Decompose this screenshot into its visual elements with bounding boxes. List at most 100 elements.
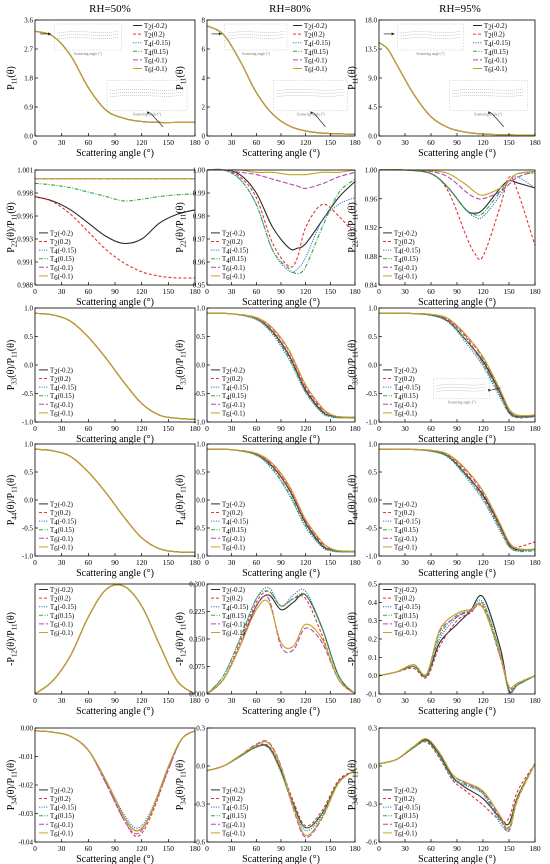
legend-entry-5: T6(-0.1) (144, 57, 167, 66)
chart-panel-r1-c0: 0 30 60 90 120 150 180 Scattering angle (°) 0.98… (6, 167, 201, 309)
series-group (206, 448, 356, 553)
y-tick-label: 0.97 (193, 236, 206, 244)
inset-curve (452, 88, 525, 92)
plot-frame (206, 19, 356, 137)
series-line-4 (378, 448, 536, 553)
inset-x-label: Scattering angle (°) (416, 52, 445, 56)
x-tick-label: 90 (277, 138, 285, 147)
series-line-4 (378, 740, 536, 829)
y-tick-label: 0.98 (193, 213, 206, 221)
x-tick-label: 90 (111, 696, 119, 705)
series-line-3 (378, 42, 536, 136)
y-tick-label: 1.0 (368, 305, 377, 313)
x-tick-label: 150 (163, 287, 175, 296)
legend-entry-5: T6(-0.1) (50, 265, 73, 274)
chart-panel-r3-c1: 0 30 60 90 120 150 180 Scattering angle (°) -1.0… (175, 441, 361, 580)
x-axis-label: Scattering angle (°) (418, 434, 496, 445)
y-tick-label: 0.4 (368, 599, 377, 607)
y-tick-label: 0.0 (24, 497, 33, 505)
series-line-6 (378, 448, 536, 550)
x-tick-label: 90 (453, 424, 461, 433)
legend: T2(-0.2)T2(0.2)T4(-0.15)T4(0.15)T6(-0.1)… (211, 230, 248, 282)
y-tick-label: 0.0 (24, 362, 33, 370)
legend-entry-3: T4(-0.15) (484, 40, 510, 49)
x-tick-label: 150 (163, 696, 175, 705)
y-tick-label: 0.96 (193, 259, 206, 267)
y-tick-label: 8 (202, 17, 206, 25)
inset-curve (400, 30, 461, 34)
inset-pointer-arrow (149, 112, 164, 127)
inset-frame (224, 23, 288, 51)
x-axis-label: Scattering angle (°) (418, 706, 496, 717)
x-tick-label: 120 (477, 424, 489, 433)
series-line-1 (378, 169, 536, 214)
series-group (378, 448, 536, 553)
series-group (206, 740, 356, 838)
x-tick-label: 30 (401, 424, 409, 433)
x-tick-label: 30 (228, 287, 236, 296)
inset-pointer-arrow (491, 112, 505, 127)
x-tick-label: 60 (253, 424, 261, 433)
x-axis-label: Scattering angle (°) (418, 148, 496, 159)
y-tick-label: 0.3 (196, 725, 205, 733)
legend-entry-5: T6(-0.1) (222, 402, 245, 411)
legend-entry-6: T6(-0.1) (304, 66, 327, 75)
series-line-2 (378, 603, 536, 691)
legend-entry-4: T4(0.15) (222, 813, 246, 822)
x-tick-label: 150 (163, 424, 175, 433)
legend-entry-2: T2(0.2) (222, 376, 243, 385)
series-group (206, 25, 356, 135)
legend-entry-3: T4(-0.15) (222, 604, 248, 613)
legend-entry-6: T6(-0.1) (50, 273, 73, 282)
series-line-2 (378, 741, 536, 823)
y-tick-label: 0.0 (368, 763, 377, 771)
inset-x-label: Scattering angle (°) (474, 112, 503, 116)
series-line-4 (378, 601, 536, 693)
x-tick-label: 60 (85, 424, 93, 433)
y-tick-label: 1.0 (196, 305, 205, 313)
chart-panel-r5-c0: 0 30 60 90 120 150 180 Scattering angle (°) -0.0… (6, 725, 201, 864)
y-tick-label: -0.03 (18, 810, 33, 818)
y-tick-label: 0.88 (365, 253, 378, 261)
x-tick-label: 180 (349, 138, 361, 147)
y-tick-label: -1.0 (366, 419, 378, 427)
y-tick-label: 2.7 (24, 46, 33, 54)
series-line-1 (34, 30, 195, 124)
x-tick-label: 0 (205, 138, 209, 147)
x-tick-label: 150 (503, 287, 515, 296)
legend-entry-2: T2(0.2) (50, 796, 71, 805)
inset-curve (57, 33, 119, 37)
series-group (34, 178, 196, 279)
y-axis-label: P33(θ)/P11(θ) (6, 340, 19, 391)
legend-entry-3: T4(-0.15) (50, 805, 76, 814)
chart-panel-r3-c0: 0 30 60 90 120 150 180 Scattering angle (°) -1.0… (6, 441, 201, 580)
x-tick-label: 180 (529, 558, 541, 567)
series-line-5 (34, 30, 195, 124)
y-tick-label: 0.0 (196, 763, 205, 771)
x-tick-label: 60 (427, 696, 435, 705)
inset-curve (109, 91, 185, 95)
x-tick-label: 30 (401, 558, 409, 567)
legend-entry-1: T2(-0.2) (50, 501, 73, 510)
x-tick-label: 30 (401, 844, 409, 853)
inset-curve (109, 88, 185, 92)
legend-entry-4: T4(0.15) (222, 613, 246, 622)
x-tick-label: 0 (377, 424, 381, 433)
x-tick-label: 60 (85, 287, 93, 296)
x-tick-label: 150 (503, 424, 515, 433)
legend-entry-4: T4(0.15) (394, 256, 418, 265)
y-axis-label: P22(θ)/P11(θ) (6, 202, 19, 253)
x-tick-label: 120 (300, 844, 312, 853)
legend-entry-1: T2(-0.2) (394, 501, 417, 510)
legend-entry-3: T4(-0.15) (394, 604, 420, 613)
inset-curve (436, 386, 487, 389)
x-axis-label: Scattering angle (°) (76, 148, 154, 159)
x-tick-label: 120 (477, 558, 489, 567)
legend-entry-1: T2(-0.2) (50, 230, 73, 239)
series-line-2 (34, 730, 196, 837)
legend: T2(-0.2)T2(0.2)T4(-0.15)T4(0.15)T6(-0.1)… (383, 787, 420, 839)
y-tick-label: -0.5 (194, 525, 206, 533)
chart-panel-r5-c2: 0 30 60 90 120 150 180 Scattering angle (°) -0.6… (347, 725, 541, 864)
chart-panel-r2-c2: 0 30 60 90 120 150 180 Scattering angle (°) -1.0… (347, 305, 541, 446)
series-line-6 (206, 25, 356, 135)
